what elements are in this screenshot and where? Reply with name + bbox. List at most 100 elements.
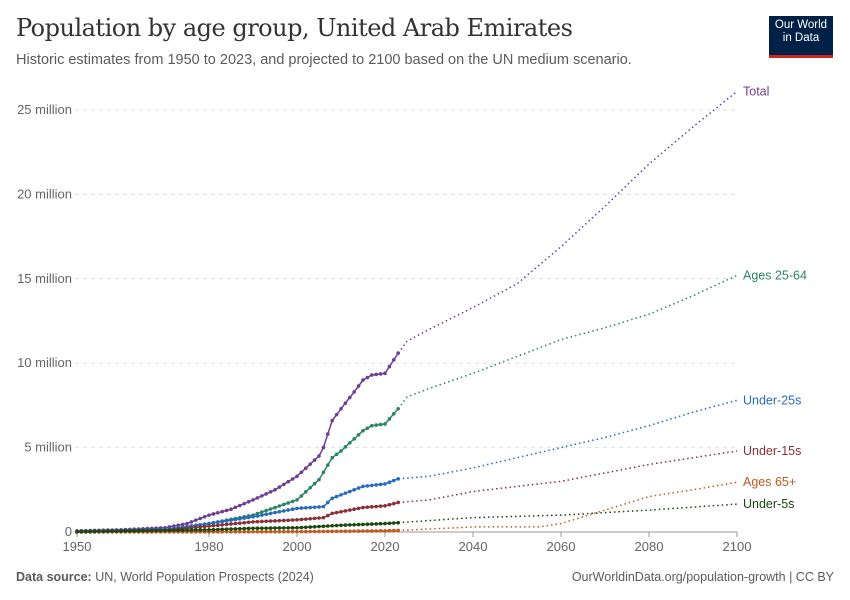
data-point <box>387 417 392 421</box>
data-point <box>312 505 317 510</box>
data-point <box>334 510 339 515</box>
source-url-link[interactable]: OurWorldinData.org/population-growth | C… <box>571 570 834 584</box>
series-under-25s[interactable]: Under-25s <box>75 393 801 534</box>
data-point <box>79 529 84 534</box>
data-point <box>282 529 286 534</box>
data-point <box>317 454 321 458</box>
chart-subtitle: Historic estimates from 1950 to 2023, an… <box>16 52 632 68</box>
data-point <box>268 507 273 511</box>
data-point <box>238 529 242 534</box>
data-point <box>392 501 396 506</box>
data-point <box>387 521 392 526</box>
data-point <box>216 510 220 515</box>
data-point <box>383 521 387 526</box>
data-point <box>374 529 379 533</box>
data-point <box>326 463 330 467</box>
x-tick-label: 2040 <box>459 539 488 554</box>
data-point <box>370 373 374 377</box>
data-point <box>246 529 251 534</box>
data-point <box>304 529 308 534</box>
data-point <box>304 466 308 470</box>
data-point <box>251 529 255 534</box>
data-point <box>260 510 264 514</box>
data-point <box>286 501 291 505</box>
data-point <box>308 485 313 490</box>
data-point <box>299 529 304 534</box>
data-point <box>326 524 330 528</box>
data-point <box>330 418 335 423</box>
data-point <box>290 499 295 504</box>
data-point <box>334 412 339 417</box>
data-point <box>348 395 352 400</box>
projection-line <box>398 503 738 524</box>
data-point <box>370 483 374 488</box>
data-point <box>282 526 286 530</box>
data-point <box>207 528 211 532</box>
data-point <box>277 485 282 489</box>
data-point <box>343 445 348 449</box>
data-point <box>110 529 114 534</box>
data-point <box>198 525 202 529</box>
data-point <box>260 519 264 524</box>
data-point <box>238 521 242 525</box>
data-point <box>211 512 216 516</box>
data-point <box>84 529 88 534</box>
data-point <box>374 423 379 427</box>
y-tick-label: 5 million <box>24 440 72 455</box>
data-source: Data source: UN, World Population Prospe… <box>16 570 314 584</box>
series-label: Under-25s <box>743 393 801 407</box>
series-label: Ages 25-64 <box>743 268 807 282</box>
data-point <box>238 517 242 521</box>
data-point <box>194 518 198 522</box>
data-point <box>154 528 158 533</box>
series-under-15s[interactable]: Under-15s <box>75 444 801 534</box>
data-point <box>295 498 299 502</box>
data-point <box>286 479 291 484</box>
data-point <box>207 521 211 526</box>
data-point <box>312 481 317 486</box>
data-point <box>251 498 255 502</box>
data-point <box>229 522 233 526</box>
data-point <box>246 520 251 525</box>
data-point <box>167 528 172 533</box>
data-point <box>92 529 97 534</box>
series-ages-25-64[interactable]: Ages 25-64 <box>75 268 807 534</box>
x-tick-label: 1980 <box>195 539 224 554</box>
data-point <box>352 390 357 394</box>
data-point <box>264 512 269 517</box>
data-point <box>321 529 326 534</box>
owid-logo[interactable]: Our World in Data <box>769 16 833 58</box>
data-point <box>233 527 238 531</box>
data-point <box>383 482 387 486</box>
data-point <box>370 529 374 533</box>
data-point <box>246 526 251 531</box>
data-point <box>176 528 180 533</box>
data-point <box>233 517 238 522</box>
data-point <box>352 529 357 533</box>
data-point <box>251 526 255 531</box>
data-point <box>352 522 357 527</box>
data-point <box>273 529 277 534</box>
data-point <box>378 521 383 526</box>
data-point <box>334 529 339 534</box>
data-point <box>264 519 269 524</box>
data-point <box>348 529 352 533</box>
data-point <box>343 523 348 527</box>
series-label: Under-5s <box>743 497 794 511</box>
data-point <box>317 516 321 520</box>
series-under-5s[interactable]: Under-5s <box>75 497 794 534</box>
data-point <box>361 428 365 433</box>
series-total[interactable]: Total <box>75 84 769 533</box>
data-point <box>378 504 383 508</box>
data-point <box>255 514 260 518</box>
data-point <box>365 522 370 527</box>
data-point <box>268 519 273 523</box>
data-point <box>308 462 313 466</box>
data-point <box>356 384 361 388</box>
data-point <box>286 518 291 523</box>
data-point <box>211 521 216 525</box>
data-point <box>229 529 233 534</box>
data-point <box>348 441 352 445</box>
data-point <box>277 509 282 514</box>
data-point <box>304 490 308 494</box>
